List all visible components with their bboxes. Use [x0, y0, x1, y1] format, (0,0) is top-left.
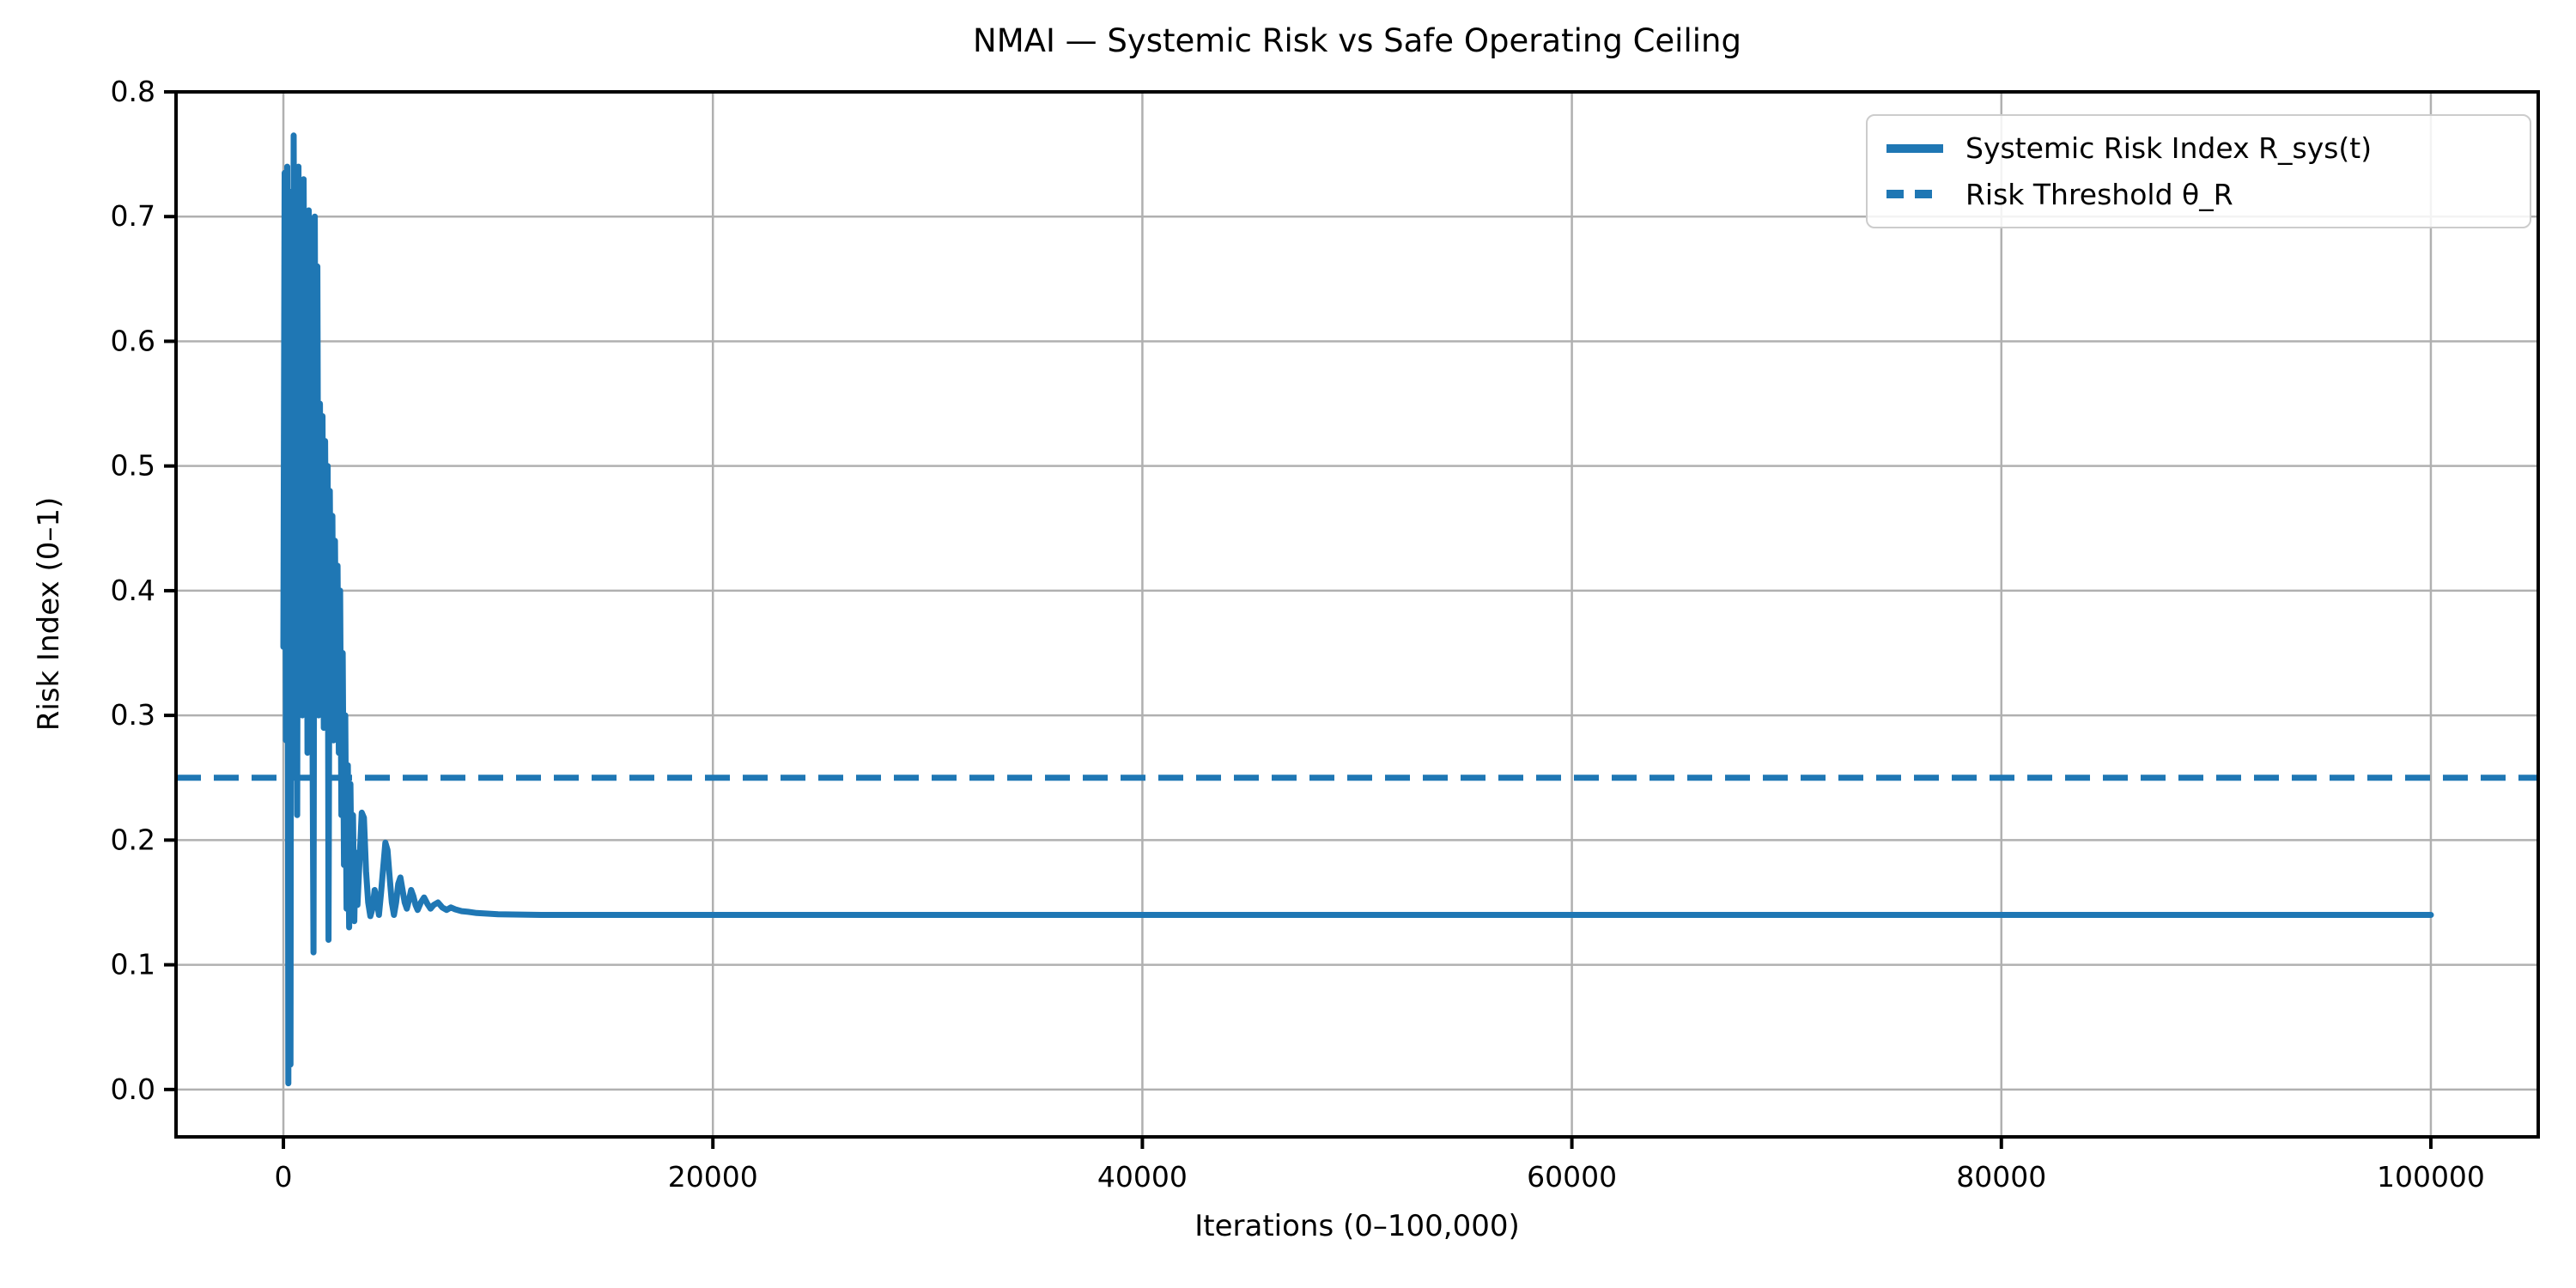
y-tick-label: 0.5 — [111, 449, 155, 483]
y-tick-label: 0.2 — [111, 823, 155, 856]
risk-series-line — [280, 132, 2434, 1087]
x-tick-label: 100000 — [2377, 1160, 2485, 1194]
chart-title: NMAI — Systemic Risk vs Safe Operating C… — [973, 22, 1741, 59]
legend: Systemic Risk Index R_sys(t) Risk Thresh… — [1866, 114, 2531, 228]
y-tick-label: 0.8 — [111, 75, 155, 108]
legend-label: Systemic Risk Index R_sys(t) — [1965, 131, 2372, 166]
x-tick-label: 20000 — [668, 1160, 758, 1194]
legend-dashed-line-sample — [1886, 190, 1943, 199]
x-tick-label: 40000 — [1097, 1160, 1188, 1194]
x-tick-label: 60000 — [1527, 1160, 1617, 1194]
y-tick-label: 0.1 — [111, 948, 155, 981]
plot-frame — [174, 90, 2540, 1139]
y-tick-label: 0.4 — [111, 574, 155, 607]
x-tick-label: 80000 — [1956, 1160, 2046, 1194]
legend-label: Risk Threshold θ_R — [1965, 177, 2233, 211]
x-axis-label: Iterations (0–100,000) — [1194, 1209, 1520, 1243]
y-tick-label: 0.0 — [111, 1072, 155, 1106]
y-tick-label: 0.6 — [111, 324, 155, 357]
legend-entry-risk-threshold: Risk Threshold θ_R — [1886, 172, 2511, 218]
y-tick-label: 0.7 — [111, 199, 155, 233]
legend-solid-line-sample — [1886, 143, 1943, 153]
y-tick-label: 0.3 — [111, 698, 155, 732]
legend-entry-systemic-risk: Systemic Risk Index R_sys(t) — [1886, 125, 2511, 172]
x-tick-label: 0 — [275, 1160, 293, 1194]
